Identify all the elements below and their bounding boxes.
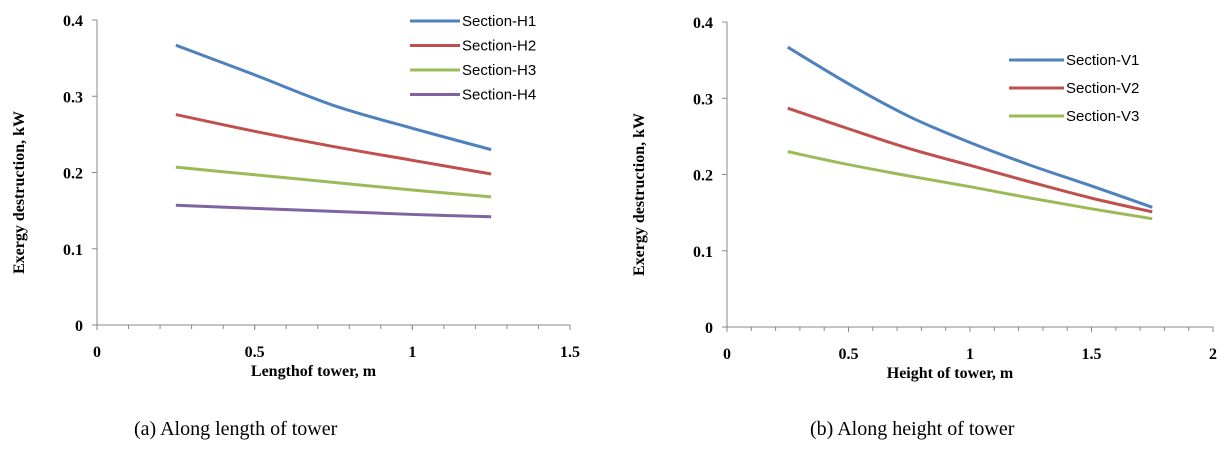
chart-a-caption: (a) Along length of tower (134, 418, 338, 440)
chart-a-series-line-1 (175, 43, 492, 152)
chart-a-y-tick-label: 0.2 (63, 166, 83, 183)
chart-b-svg: 0 0.1 0.2 0.3 0.4 0 0.5 1 1.5 2 Exergy destruction… (631, 15, 1217, 382)
chart-panel-b: 0 0.1 0.2 0.3 0.4 0 0.5 1 1.5 2 Exergy destruction… (612, 0, 1225, 463)
chart-b-y-tick-label: 0.4 (693, 15, 713, 32)
chart-b-x-tick-label: 1.5 (1082, 346, 1102, 363)
chart-b-legend-label-2: Section-V2 (1066, 80, 1139, 97)
chart-a-y-tick-label: 0 (75, 318, 83, 335)
chart-b-x-tick-label: 2 (1209, 346, 1217, 363)
chart-a-series-line-3 (175, 165, 492, 199)
chart-b-legend-label-3: Section-V3 (1066, 108, 1139, 125)
chart-a-y-tick-label: 0.4 (63, 13, 83, 30)
chart-a-series-line-2 (175, 113, 492, 176)
chart-a-x-axis-title: Lengthof tower, m (251, 363, 377, 380)
chart-a-y-axis-title: Exergy destruction, kW (11, 111, 28, 274)
chart-panel-a: 0 0.1 0.2 0.3 0.4 0 0.5 1 1.5 Exergy destruction,… (0, 0, 612, 463)
chart-a-x-tick-label: 1 (408, 344, 416, 361)
chart-b-caption: (b) Along height of tower (810, 418, 1015, 440)
chart-b-x-tick-label: 0.5 (839, 346, 859, 363)
chart-b-series-line-3 (787, 150, 1153, 221)
chart-a-legend-label-4: Section-H4 (462, 87, 536, 104)
chart-a-legend-label-3: Section-H3 (462, 62, 536, 79)
chart-a-legend-label-1: Section-H1 (462, 13, 536, 30)
chart-a-x-tick-label: 0.5 (245, 344, 265, 361)
chart-b-y-tick-label: 0.1 (693, 244, 713, 261)
chart-a-legend-label-2: Section-H2 (462, 38, 536, 55)
chart-a-y-tick-label: 0.3 (63, 89, 83, 106)
chart-b-y-tick-label: 0.3 (693, 91, 713, 108)
chart-b-y-tick-label: 0.2 (693, 168, 713, 185)
chart-a-y-tick-label: 0.1 (63, 242, 83, 259)
chart-b-x-axis-title: Height of tower, m (887, 365, 1014, 382)
chart-a-x-tick-label: 0 (93, 344, 101, 361)
chart-b-y-tick-label: 0 (705, 320, 713, 337)
chart-b-series-line-2 (787, 106, 1153, 214)
chart-a-svg: 0 0.1 0.2 0.3 0.4 0 0.5 1 1.5 Exergy destruction,… (11, 13, 580, 380)
chart-a-x-tick-label: 1.5 (560, 344, 580, 361)
chart-b-y-axis-title: Exergy destruction, kW (631, 113, 648, 276)
chart-b-x-tick-label: 1 (966, 346, 974, 363)
chart-b-series-line-1 (786, 45, 1153, 209)
chart-b-x-tick-label: 0 (723, 346, 731, 363)
chart-a-series-line-4 (175, 203, 492, 219)
chart-b-legend-label-1: Section-V1 (1066, 52, 1139, 69)
